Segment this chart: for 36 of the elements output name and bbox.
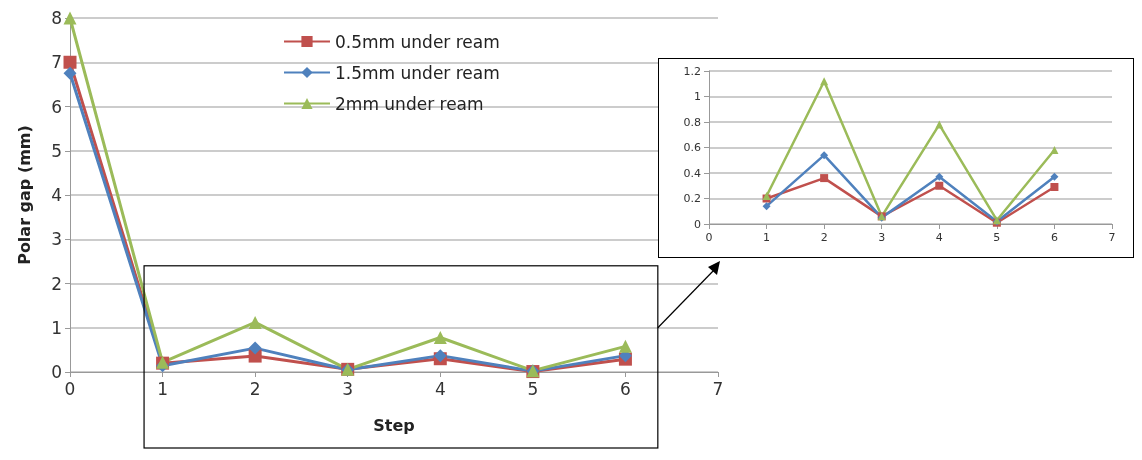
x-tick-label: 3 xyxy=(342,378,354,399)
x-tick-label: 0 xyxy=(64,378,76,399)
y-tick-label: 1.2 xyxy=(683,64,701,78)
x-tick-label: 4 xyxy=(935,231,943,244)
x-tick-label: 5 xyxy=(993,231,1001,244)
y-tick-label: 0.2 xyxy=(683,192,701,205)
x-tick-label: 1 xyxy=(763,231,771,244)
y-tick-label: 0 xyxy=(694,217,701,231)
x-tick-label: 6 xyxy=(1050,231,1058,244)
y-tick-label: 0.4 xyxy=(683,166,701,180)
x-tick-label: 6 xyxy=(620,378,631,399)
y-tick-label: 6 xyxy=(51,96,62,117)
x-tick-label: 2 xyxy=(249,378,261,399)
x-tick-label: 0 xyxy=(705,231,713,244)
y-tick-label: 7 xyxy=(51,52,62,73)
legend-label: 0.5mm under ream xyxy=(335,31,500,52)
legend-label: 1.5mm under ream xyxy=(335,62,500,83)
y-tick-label: 2 xyxy=(51,273,62,294)
legend-label: 2mm under ream xyxy=(335,93,484,114)
x-tick-label: 7 xyxy=(712,378,724,399)
y-tick-label: 0.6 xyxy=(683,141,701,154)
x-tick-label: 4 xyxy=(434,378,446,399)
y-tick-label: 4 xyxy=(51,185,62,205)
x-tick-label: 5 xyxy=(527,378,539,399)
x-tick-label: 1 xyxy=(157,378,168,399)
y-tick-label: 1 xyxy=(51,317,62,338)
y-axis-title: Polar gap (mm) xyxy=(14,125,34,265)
x-axis-title: Step xyxy=(373,415,415,435)
x-tick-label: 2 xyxy=(820,231,828,244)
x-tick-label: 7 xyxy=(1108,231,1116,244)
y-tick-label: 1 xyxy=(694,90,701,103)
y-tick-label: 0.8 xyxy=(683,115,701,129)
y-tick-label: 5 xyxy=(51,140,62,161)
y-tick-label: 0 xyxy=(51,362,62,382)
x-tick-label: 3 xyxy=(878,231,886,244)
y-tick-label: 8 xyxy=(51,8,62,28)
